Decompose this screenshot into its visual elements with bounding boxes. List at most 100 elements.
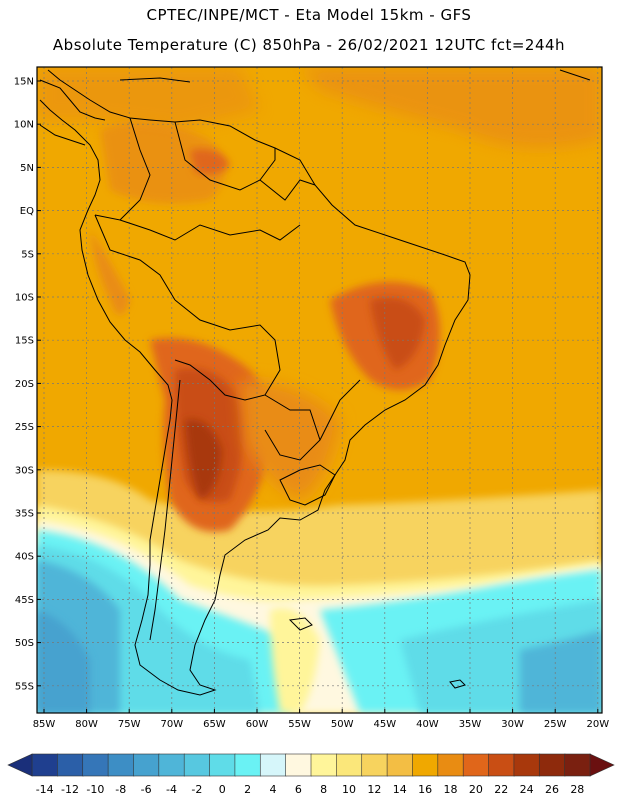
graticule xyxy=(37,67,602,713)
lat-label: 35S xyxy=(15,509,34,520)
colorbar-swatch xyxy=(259,753,287,777)
lon-label: 50W xyxy=(331,719,354,730)
colorbar-label: 22 xyxy=(494,783,508,796)
lon-label: 65W xyxy=(203,719,226,730)
colorbar-label: 12 xyxy=(367,783,381,796)
lon-label: 20W xyxy=(586,719,609,730)
colorbar-label: -4 xyxy=(166,783,177,796)
colorbar-label: 20 xyxy=(469,783,483,796)
colorbar-label: -10 xyxy=(86,783,104,796)
colorbar-arrow-right xyxy=(589,753,615,777)
colorbar-label: 18 xyxy=(444,783,458,796)
lat-label: 45S xyxy=(15,595,34,606)
colorbar-label: 4 xyxy=(269,783,276,796)
guianas-border xyxy=(259,179,316,201)
colorbar-swatch xyxy=(107,753,135,777)
colorbar-label: 14 xyxy=(393,783,407,796)
colorbar-label: 16 xyxy=(418,783,432,796)
chart-title-line1: CPTEC/INPE/MCT - Eta Model 15km - GFS xyxy=(146,6,472,24)
colorbar-swatch xyxy=(412,753,439,777)
colorbar-label: -14 xyxy=(36,783,54,796)
colorbar-swatch xyxy=(564,753,591,777)
lat-label: 55S xyxy=(15,681,34,692)
colorbar-swatch xyxy=(209,753,236,777)
colorbar-label: -2 xyxy=(191,783,202,796)
colorbar-label: -8 xyxy=(115,783,126,796)
lat-label: 15S xyxy=(15,336,34,347)
temperature-field xyxy=(37,67,602,713)
colorbar-swatch xyxy=(488,753,515,777)
lat-label: 10N xyxy=(14,120,34,131)
lat-label: 40S xyxy=(15,552,34,563)
lon-label: 40W xyxy=(416,719,439,730)
lesser-antilles xyxy=(559,69,591,81)
colorbar-label: 8 xyxy=(320,783,327,796)
lat-label: EQ xyxy=(20,206,34,217)
lat-label: 25S xyxy=(15,422,34,433)
lon-label: 45W xyxy=(373,719,396,730)
lat-label: 5S xyxy=(21,249,34,260)
lon-label: 70W xyxy=(160,719,183,730)
colorbar-swatch xyxy=(158,753,185,777)
lon-label: 30W xyxy=(501,719,524,730)
lon-label: 25W xyxy=(544,719,567,730)
colorbar-swatch xyxy=(82,753,109,777)
colorbar-label: 6 xyxy=(295,783,302,796)
lon-label: 75W xyxy=(118,719,141,730)
colorbar-arrow-left xyxy=(7,753,33,777)
colorbar-labels: -14 -12 -10 -8 -6 -4 -2 0 2 4 6 8 10 12 14 16 18 20 22 24 26… xyxy=(36,783,585,796)
ecuador-peru-border xyxy=(94,214,176,301)
colorbar-swatch xyxy=(234,753,262,777)
central-america-coast xyxy=(39,79,106,121)
colorbar-label: 0 xyxy=(219,783,226,796)
falkland-islands xyxy=(288,617,313,631)
latitude-labels: 15N 10N 5N EQ 5S 10S 15S 20S 25S 30S 35S 40S 45S 50S 5… xyxy=(14,77,41,692)
central-america-pacific xyxy=(39,124,86,146)
colorbar-swatch xyxy=(361,753,388,777)
colombia-border xyxy=(94,117,151,221)
lon-label: 85W xyxy=(33,719,56,730)
south-georgia xyxy=(449,679,466,689)
colorbar-swatch xyxy=(437,753,464,777)
lat-label: 50S xyxy=(15,638,34,649)
colorbar-label: -12 xyxy=(61,783,79,796)
map-frame xyxy=(36,66,603,714)
lon-label: 55W xyxy=(288,719,311,730)
colorbar-swatch xyxy=(386,753,414,777)
colorbar-swatch xyxy=(285,753,312,777)
colorbar xyxy=(7,753,615,777)
colorbar-label: 2 xyxy=(244,783,251,796)
lat-label: 15N xyxy=(14,77,34,88)
south-america-coastline xyxy=(39,69,471,696)
colorbar-swatch xyxy=(183,753,211,777)
caribbean-islands xyxy=(119,77,191,83)
colorbar-swatch xyxy=(513,753,541,777)
venezuela-border xyxy=(174,121,276,191)
colorbar-swatch xyxy=(310,753,338,777)
brazil-north-border xyxy=(119,219,301,241)
chile-argentina-border xyxy=(149,379,181,641)
lat-label: 5N xyxy=(20,163,34,174)
colorbar-swatch xyxy=(57,753,84,777)
brazil-south-border xyxy=(319,379,361,441)
colorbar-label: 24 xyxy=(520,783,534,796)
colorbar-swatch xyxy=(336,753,363,777)
uruguay-border xyxy=(279,464,336,506)
lat-label: 10S xyxy=(15,293,34,304)
coastlines xyxy=(39,69,591,696)
colorbar-swatch xyxy=(538,753,566,777)
colorbar-label: -6 xyxy=(141,783,152,796)
colorbar-label: 10 xyxy=(342,783,356,796)
lon-label: 60W xyxy=(246,719,269,730)
lon-label: 35W xyxy=(459,719,482,730)
colorbar-swatch xyxy=(31,753,59,777)
colorbar-label: 26 xyxy=(545,783,559,796)
lon-label: 80W xyxy=(75,719,98,730)
colorbar-swatch xyxy=(133,753,160,777)
chart-title-line2: Absolute Temperature (C) 850hPa - 26/02/… xyxy=(52,36,566,54)
colorbar-label: 28 xyxy=(570,783,584,796)
lat-label: 20S xyxy=(15,379,34,390)
lat-label: 30S xyxy=(15,465,34,476)
bolivia-border xyxy=(174,299,281,401)
